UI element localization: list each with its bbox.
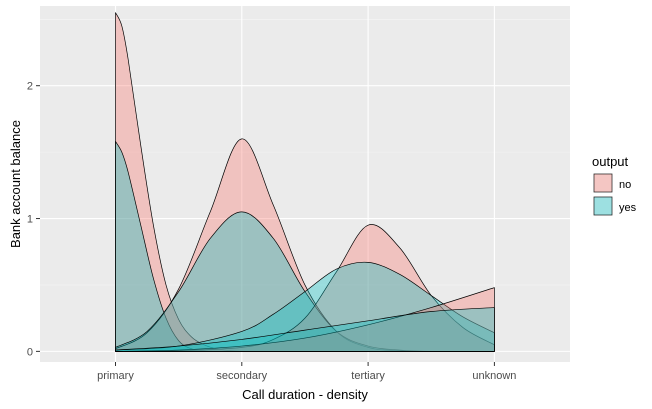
legend-label-no: no bbox=[619, 179, 631, 191]
legend: output no yes bbox=[592, 154, 637, 216]
density-area-no-secondary bbox=[115, 138, 495, 352]
axis-ticks bbox=[36, 85, 495, 366]
y-tick-labels: 0 1 2 bbox=[27, 81, 33, 359]
y-tick-label: 1 bbox=[27, 214, 33, 226]
x-tick-label: primary bbox=[97, 370, 134, 382]
x-tick-label: tertiary bbox=[351, 370, 385, 382]
y-axis-title: Bank account balance bbox=[8, 120, 23, 248]
density-areas bbox=[115, 12, 495, 352]
x-tick-label: unknown bbox=[472, 370, 516, 382]
legend-key-no bbox=[593, 173, 613, 193]
y-tick-label: 2 bbox=[27, 81, 33, 93]
legend-key-yes bbox=[593, 196, 613, 216]
legend-swatch-no bbox=[593, 173, 613, 193]
x-tick-label: secondary bbox=[216, 370, 267, 382]
legend-title: output bbox=[592, 154, 629, 169]
legend-label-yes: yes bbox=[619, 202, 637, 214]
density-area-yes-tertiary bbox=[115, 261, 495, 352]
x-tick-labels: primary secondary tertiary unknown bbox=[97, 370, 516, 382]
density-area-yes-unknown bbox=[115, 307, 495, 352]
y-tick-label: 0 bbox=[27, 346, 33, 358]
density-area-yes-secondary bbox=[115, 211, 495, 352]
density-area-no-tertiary bbox=[115, 224, 495, 352]
x-axis-title: Call duration - density bbox=[242, 387, 368, 402]
legend-swatch-yes bbox=[593, 196, 613, 216]
density-area-no-unknown bbox=[115, 287, 495, 352]
plot-panel bbox=[40, 6, 570, 362]
